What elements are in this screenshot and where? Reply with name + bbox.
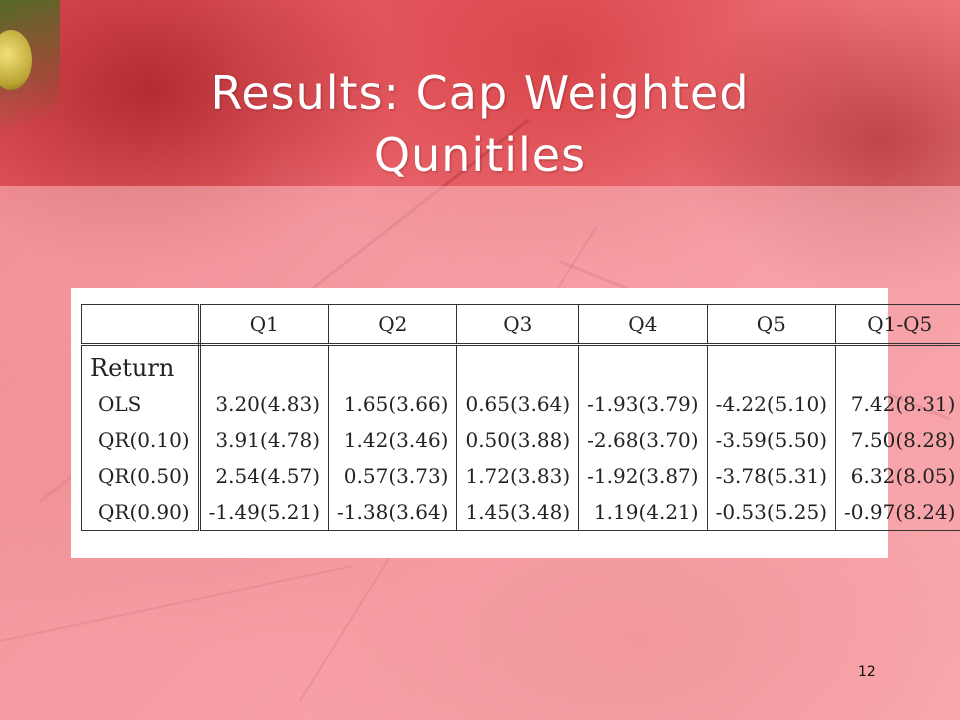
page-number: 12 [858,664,876,680]
column-cells-q5: -4.22(5.10) -3.59(5.50) -3.78(5.31) -0.5… [706,344,837,531]
section-label-return: Return [90,354,175,382]
column-header-q1-q5: Q1-Q5 [835,304,960,346]
table-cell: 0.65(3.64) [465,392,571,416]
row-label-ols: OLS [98,392,142,416]
table-cell: -1.38(3.64) [337,500,449,524]
column-header-q4: Q4 [578,304,708,346]
table-cell: -2.68(3.70) [587,428,699,452]
row-labels-cell: Return OLS QR(0.10) QR(0.50) QR(0.90) [81,344,201,531]
table-body-row: Return OLS QR(0.10) QR(0.50) QR(0.90) 3.… [81,344,960,531]
column-header-q3: Q3 [456,304,580,346]
table-cell: 0.57(3.73) [343,464,449,488]
column-cells-q3: 0.65(3.64) 0.50(3.88) 1.72(3.83) 1.45(3.… [456,344,580,531]
column-cells-q1: 3.20(4.83) 3.91(4.78) 2.54(4.57) -1.49(5… [198,344,330,531]
table-cell: -3.59(5.50) [715,428,828,452]
table-cell: 6.32(8.05) [850,464,956,488]
column-cells-q4: -1.93(3.79) -2.68(3.70) -1.92(3.87) 1.19… [578,344,708,531]
slide-title-line-1: Results: Cap Weighted [210,66,750,120]
table-cell: 7.50(8.28) [850,428,956,452]
slide-title-line-2: Qunitiles [373,128,587,182]
table-cell: 1.42(3.46) [343,428,449,452]
table-cell: 3.91(4.78) [215,428,321,452]
table-cell: -3.78(5.31) [715,464,828,488]
table-cell: -1.92(3.87) [587,464,699,488]
table-cell: -1.49(5.21) [208,500,321,524]
table-cell: 1.72(3.83) [465,464,571,488]
table-cell: 1.65(3.66) [343,392,449,416]
column-header-q5: Q5 [706,304,837,346]
table-cell: -4.22(5.10) [715,392,828,416]
table-cell: 1.19(4.21) [593,500,699,524]
row-label-qr010: QR(0.10) [98,428,190,452]
table-cell: 1.45(3.48) [465,500,571,524]
column-cells-q2: 1.65(3.66) 1.42(3.46) 0.57(3.73) -1.38(3… [328,344,458,531]
table-header-row: Q1 Q2 Q3 Q4 Q5 Q1-Q5 [81,304,960,346]
table-cell: 2.54(4.57) [215,464,321,488]
column-cells-q1-q5: 7.42(8.31) 7.50(8.28) 6.32(8.05) -0.97(8… [835,344,960,531]
table-cell: -1.93(3.79) [587,392,699,416]
table-corner-cell [81,304,201,346]
table-cell: 0.50(3.88) [465,428,571,452]
row-label-qr090: QR(0.90) [98,500,190,524]
table-cell: 3.20(4.83) [215,392,321,416]
table-cell: -0.53(5.25) [715,500,828,524]
results-table: Q1 Q2 Q3 Q4 Q5 Q1-Q5 Return OLS QR(0.10)… [81,304,960,531]
results-table-panel: Q1 Q2 Q3 Q4 Q5 Q1-Q5 Return OLS QR(0.10)… [71,288,960,558]
table-cell: -0.97(8.24) [844,500,956,524]
column-header-q1: Q1 [198,304,330,346]
table-cell: 7.42(8.31) [850,392,956,416]
slide-title: Results: Cap Weighted Qunitiles [0,62,960,186]
column-header-q2: Q2 [328,304,458,346]
row-label-qr050: QR(0.50) [98,464,190,488]
